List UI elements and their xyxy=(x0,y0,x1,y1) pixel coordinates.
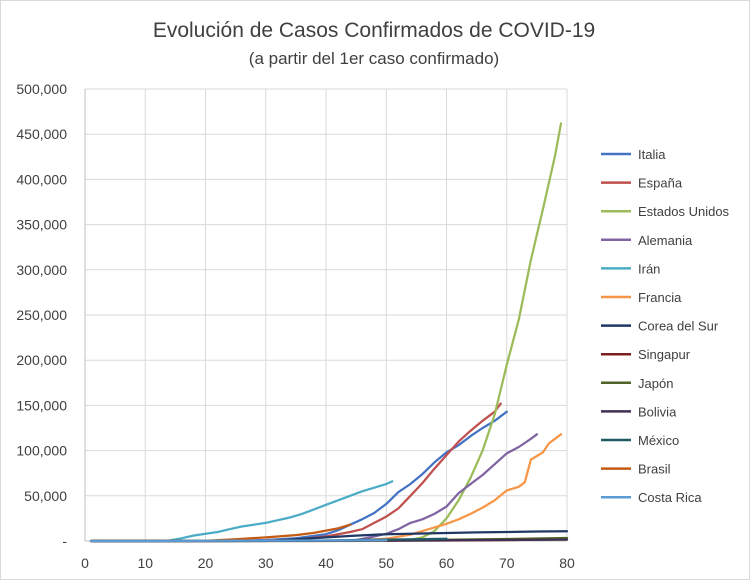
y-tick-label: 450,000 xyxy=(16,126,67,142)
series-line-espana xyxy=(89,402,502,543)
y-tick-label: 150,000 xyxy=(16,397,67,413)
legend-label-costa-rica: Costa Rica xyxy=(638,490,702,505)
series-lines xyxy=(89,122,569,543)
chart-title: Evolución de Casos Confirmados de COVID-… xyxy=(153,19,595,42)
legend-label-estados-unidos: Estados Unidos xyxy=(638,204,730,219)
legend-label-francia: Francia xyxy=(638,290,682,305)
x-tick-label: 0 xyxy=(81,555,89,571)
legend-label-alemania: Alemania xyxy=(638,233,693,248)
y-tick-label: 200,000 xyxy=(16,352,67,368)
series-line-francia xyxy=(89,433,563,543)
x-tick-label: 10 xyxy=(137,555,153,571)
legend-label-singapur: Singapur xyxy=(638,347,691,362)
y-tick-label: 100,000 xyxy=(16,443,67,459)
series-line-iran xyxy=(89,480,394,543)
y-tick-label: - xyxy=(62,533,67,549)
y-tick-label: 50,000 xyxy=(24,488,67,504)
legend-label-corea-del-sur: Corea del Sur xyxy=(638,319,719,334)
y-tick-label: 300,000 xyxy=(16,262,67,278)
y-tick-label: 400,000 xyxy=(16,171,67,187)
series-line-costa-rica xyxy=(89,539,388,543)
legend-label-espana: España xyxy=(638,176,683,191)
legend-label-iran: Irán xyxy=(638,261,660,276)
gridlines xyxy=(85,88,568,541)
legend-label-italia: Italia xyxy=(638,147,666,162)
legend-label-mexico: México xyxy=(638,433,679,448)
legend-label-japon: Japón xyxy=(638,376,673,391)
x-tick-label: 30 xyxy=(258,555,274,571)
legend: Italia España Estados Unidos Alemania Irán Fr… xyxy=(601,147,730,505)
legend-label-bolivia: Bolivia xyxy=(638,404,677,419)
axes: - 50,000 100,000 150,000 200,000 250,000 300,0… xyxy=(16,81,575,571)
x-tick-label: 40 xyxy=(318,555,334,571)
x-tick-label: 50 xyxy=(378,555,394,571)
x-tick-label: 60 xyxy=(439,555,455,571)
y-tick-label: 350,000 xyxy=(16,217,67,233)
x-tick-label: 80 xyxy=(559,555,575,571)
y-tick-label: 250,000 xyxy=(16,307,67,323)
x-tick-label: 20 xyxy=(198,555,214,571)
y-tick-label: 500,000 xyxy=(16,81,67,97)
legend-label-brasil: Brasil xyxy=(638,462,671,477)
x-tick-label: 70 xyxy=(499,555,515,571)
chart-subtitle: (a partir del 1er caso confirmado) xyxy=(249,49,499,68)
